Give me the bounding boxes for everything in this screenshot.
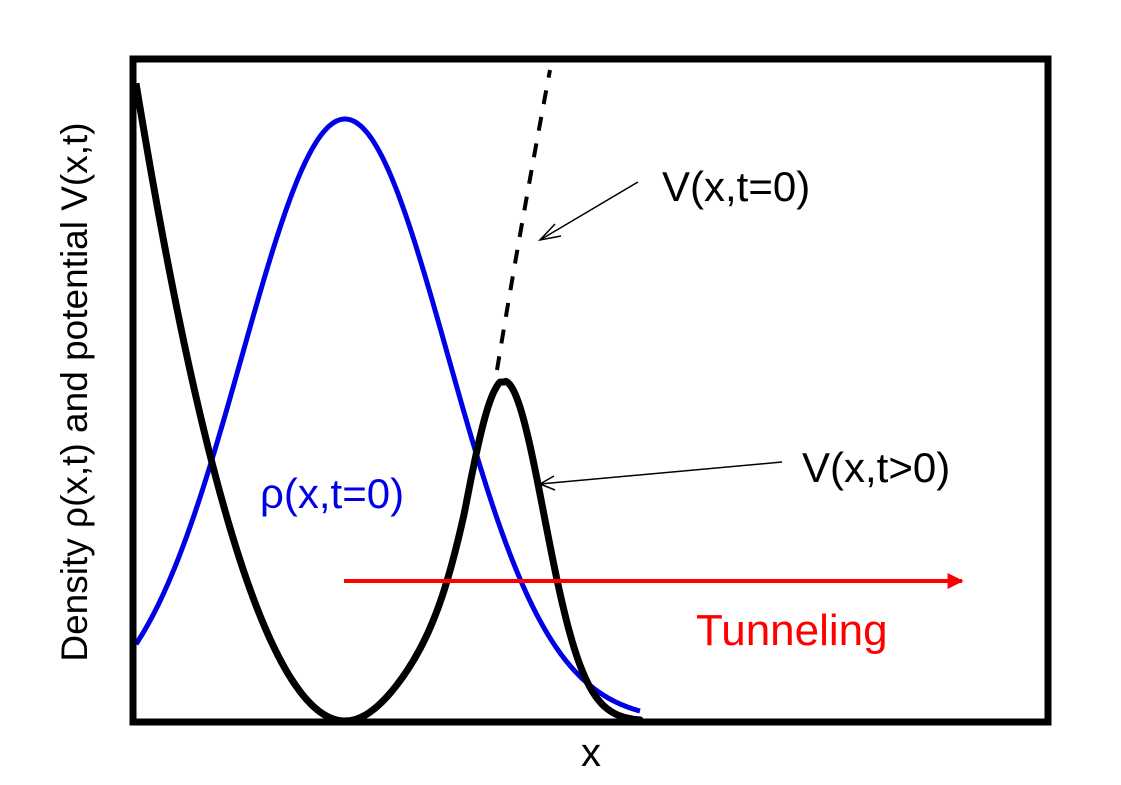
- pointer-v-later: [538, 461, 783, 491]
- density-curve: [133, 116, 641, 714]
- potential-curve-t-0-dashed: [495, 69, 552, 371]
- potential-curve-t-gt-0: [132, 82, 644, 725]
- label-v-initial: V(x,t=0): [662, 163, 810, 210]
- label-tunneling: Tunneling: [696, 606, 888, 655]
- label-rho-initial: ρ(x,t=0): [260, 470, 404, 517]
- pointer-v-initial: [537, 181, 639, 242]
- label-v-later: V(x,t>0): [802, 444, 950, 491]
- plot-frame: [129, 55, 1052, 726]
- x-axis-label: x: [581, 731, 601, 775]
- y-axis-label: Density ρ(x,t) and potential V(x,t): [54, 122, 95, 661]
